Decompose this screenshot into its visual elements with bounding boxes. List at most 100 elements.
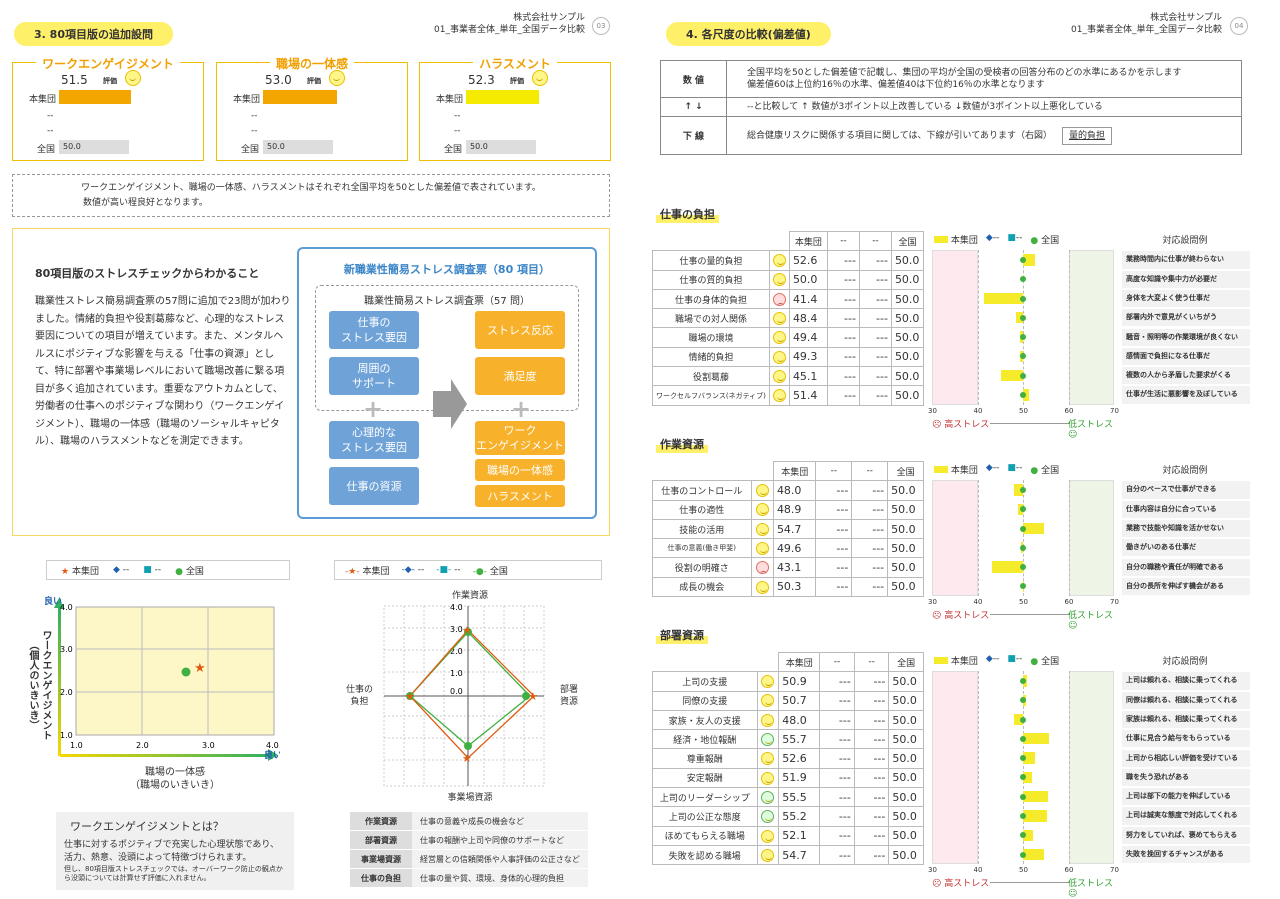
smile-face-icon (761, 790, 775, 804)
scale-name: 同僚の支援 (652, 690, 758, 711)
row-label: -- (454, 126, 461, 136)
score-value: 52.6 (788, 250, 828, 271)
score-bar (1013, 713, 1023, 726)
scale-name: 仕事の適性 (652, 499, 752, 520)
national-bar: 50.0 (466, 140, 536, 154)
smile-face-icon (761, 829, 775, 843)
explain-val: 全国平均を50とした偏差値で記載し、集団の平均が全国の受検者の回答分布のどの水準… (747, 68, 1182, 90)
score-bar (1023, 254, 1035, 266)
legend-item: -◆- -- (401, 565, 425, 575)
dash-cell: --- (826, 288, 860, 310)
table-key: 作業資源 (350, 812, 412, 830)
row-label: 本集団 (233, 95, 261, 105)
dash-cell: --- (851, 576, 889, 598)
metric-box: 職場の一体感 53.0 評価 本集団 -- -- 全国 50.0 (216, 57, 408, 161)
dash-cell: --- (853, 787, 890, 808)
score-value: 49.4 (788, 327, 828, 348)
scale-name: 経済・地位報酬 (652, 729, 758, 750)
national-dot (1020, 755, 1026, 762)
table-row: 経済・地位報酬 55.7 --- --- 50.0 (652, 729, 924, 750)
dash-cell: --- (819, 748, 855, 769)
axis-tick: 50 (1019, 598, 1028, 607)
radar-label-bottom: 事業場資源 (447, 793, 493, 803)
score-value: 48.4 (788, 308, 828, 329)
doc-name: 01_事業者全体_単年_全国データ比較 (434, 25, 585, 35)
box-harassment: ハラスメント (475, 485, 565, 507)
national-value: 50.0 (890, 327, 925, 348)
explain-row: ↑ ↓ --と比較して ↑ 数値が3ポイント以上改善している ↓数値が3ポイント以… (660, 98, 1242, 117)
national-bar: 50.0 (59, 140, 129, 154)
row-label: -- (47, 111, 54, 121)
smile-face-icon (772, 331, 786, 345)
national-value: 50.0 (887, 576, 924, 598)
explain-val: 総合健康リスクに関係する項目に関しては、下線が引いてあります（右図） (747, 130, 1053, 141)
scale-name: 上司の公正な態度 (652, 806, 758, 827)
scatter-chart: 良い 良い 4.0 3.0 2.0 1.0 1.0 2.0 3.0 4.0 ★ (44, 595, 280, 761)
col-header: -- (819, 651, 855, 673)
col-header: 本集団 (772, 460, 817, 482)
underline-example: 量的負担 (1062, 126, 1113, 145)
company-name: 株式会社サンプル (513, 13, 585, 23)
example-question: 上司は誠実な態度で対応してくれる (1122, 807, 1250, 825)
score-value: 54.7 (778, 844, 821, 866)
col-header: -- (826, 230, 860, 252)
national-value: 50.0 (888, 825, 924, 846)
svg-text:1.0: 1.0 (60, 731, 73, 740)
national-value: 50.0 (887, 480, 924, 501)
row-label: 全国 (241, 145, 260, 155)
metric-value: 52.3 (468, 73, 495, 87)
dash-cell: --- (819, 825, 855, 846)
high-stress-label: 高ストレス (944, 879, 990, 890)
table-val: 仕事の意義や成長の機会など (412, 812, 588, 830)
row-label: -- (454, 111, 461, 121)
dash-cell: --- (826, 346, 860, 368)
national-value: 50.0 (888, 709, 924, 731)
dash-cell: --- (826, 269, 860, 290)
svg-text:1.0: 1.0 (70, 741, 83, 750)
axis-tick: 60 (1064, 866, 1074, 875)
national-dot (1020, 716, 1026, 723)
section-title: 作業資源 (656, 435, 708, 453)
example-question: 上司は頼れる、相談に乗ってくれる (1122, 672, 1250, 690)
score-bar (1015, 312, 1023, 324)
scale-name: 役割の明確さ (652, 557, 752, 578)
scale-name: 上司の支援 (652, 671, 758, 692)
box-psych-stress: 心理的な ストレス要因 (329, 421, 419, 459)
dash-cell: --- (858, 346, 892, 368)
dash-cell: --- (815, 576, 853, 598)
radar-label-left: 仕事の 負担 (346, 685, 374, 707)
example-question: 仕事が生活に悪影響を及ぼしている (1122, 386, 1250, 404)
svg-text:4.0: 4.0 (450, 603, 463, 612)
score-value: 55.7 (778, 729, 821, 750)
dash-cell: --- (853, 690, 890, 711)
section-pill-right: 4. 各尺度の比較(偏差値) (666, 22, 831, 46)
svg-text:2.0: 2.0 (60, 688, 73, 697)
svg-text:4.0: 4.0 (60, 603, 73, 612)
explain-table: 数 値全国平均を50とした偏差値で記載し、集団の平均が全国の受検者の回答分布のど… (660, 60, 1242, 155)
dash-cell: --- (819, 767, 855, 789)
example-question: 上司は部下の能力を伸ばしている (1122, 788, 1250, 806)
we-info-box: ワークエンゲイジメントとは？ 仕事に対するポジティブで充実した心理状態であり、活… (56, 812, 294, 890)
table-row: 職場の環境 49.4 --- --- 50.0 (652, 327, 925, 348)
radar-label-right: 部署 資源 (560, 685, 579, 707)
high-stress-label: 高ストレス (944, 611, 990, 622)
smile-face-icon (772, 312, 786, 326)
dash-cell: --- (851, 518, 889, 540)
table-row: 部署資源 仕事の報酬や上司や同僚のサポートなど (350, 831, 588, 850)
national-dot (1020, 677, 1026, 684)
national-dot (1020, 851, 1026, 858)
chart-legend: 本集団 ◆-- ■-- ● 全国 (934, 233, 1114, 246)
smile-face-icon (761, 713, 775, 727)
deviation-chart (932, 250, 1114, 405)
table-row: 事業場資源 経営層との信頼関係や人事評価の公正さなど (350, 850, 588, 869)
smile-face-icon (761, 675, 775, 689)
national-dot (1020, 793, 1026, 800)
dash-cell: --- (826, 366, 860, 387)
dash-cell: --- (858, 269, 892, 290)
smile-face-icon (772, 254, 786, 268)
smile-face-icon (761, 752, 775, 766)
score-value: 55.2 (778, 806, 821, 827)
header-info-right: 株式会社サンプル 01_事業者全体_単年_全国データ比較 (1060, 12, 1222, 36)
row-label: -- (251, 111, 258, 121)
axis-tick: 70 (1110, 866, 1119, 875)
